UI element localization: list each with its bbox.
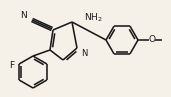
Text: N: N — [81, 49, 87, 58]
Text: NH$_2$: NH$_2$ — [84, 12, 103, 24]
Text: F: F — [9, 61, 14, 71]
Text: O: O — [148, 36, 155, 45]
Text: N: N — [20, 12, 27, 20]
